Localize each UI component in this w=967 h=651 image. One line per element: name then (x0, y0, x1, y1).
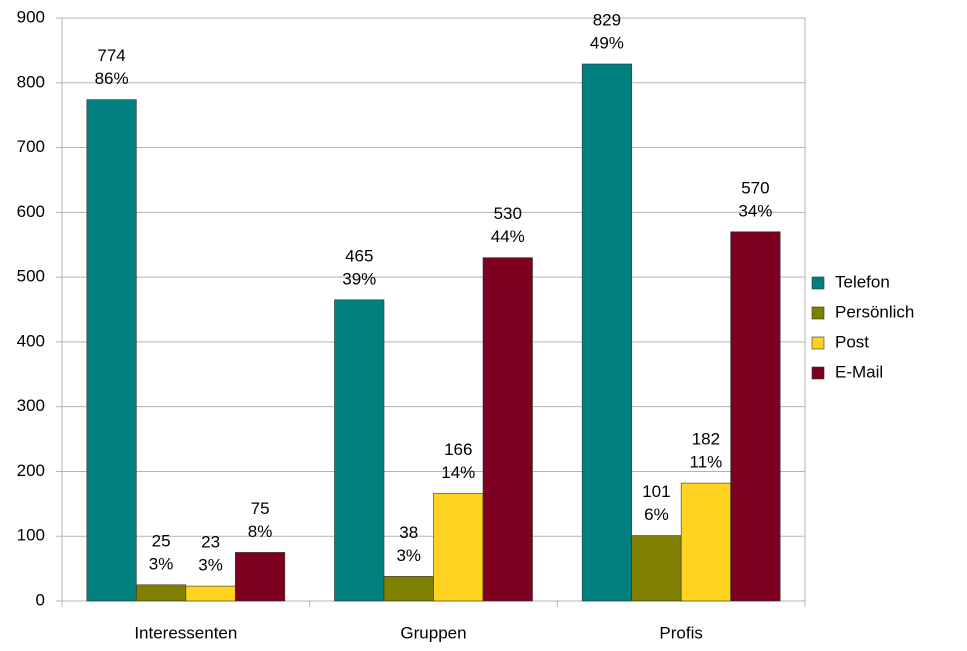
value-label: 166 (444, 440, 472, 459)
legend-label: Post (835, 332, 869, 351)
bar (433, 493, 484, 602)
value-label: 75 (251, 499, 270, 518)
value-label: 25 (152, 531, 171, 550)
bar (334, 299, 385, 602)
share-label: 34% (738, 201, 772, 220)
x-tick-label: Gruppen (400, 623, 466, 642)
value-label: 829 (593, 10, 621, 29)
share-label: 86% (95, 69, 129, 88)
y-tick-label: 500 (17, 267, 45, 286)
bar (680, 482, 731, 602)
share-label: 8% (248, 522, 273, 541)
y-tick-label: 800 (17, 72, 45, 91)
bar (482, 257, 533, 602)
bar (581, 63, 632, 602)
share-label: 3% (396, 546, 421, 565)
value-label: 465 (345, 246, 373, 265)
bar (185, 585, 236, 602)
bar (383, 576, 434, 602)
legend-label: Telefon (835, 272, 890, 291)
value-label: 530 (494, 204, 522, 223)
y-tick-label: 100 (17, 526, 45, 545)
y-tick-label: 300 (17, 396, 45, 415)
legend-label: E-Mail (835, 362, 883, 381)
share-label: 3% (149, 554, 174, 573)
y-tick-label: 900 (17, 7, 45, 26)
value-label: 182 (692, 430, 720, 449)
bar (86, 99, 137, 602)
legend-swatch (811, 366, 825, 380)
y-tick-label: 400 (17, 331, 45, 350)
bar (136, 584, 187, 602)
bar (235, 552, 286, 602)
y-tick-label: 200 (17, 461, 45, 480)
share-label: 11% (690, 453, 723, 472)
y-tick-label: 700 (17, 137, 45, 156)
legend-label: Persönlich (835, 302, 914, 321)
legend-swatch (811, 336, 825, 350)
x-tick-label: Interessenten (134, 623, 237, 642)
share-label: 3% (198, 556, 223, 575)
share-label: 14% (441, 463, 475, 482)
share-label: 6% (644, 505, 669, 524)
y-tick-label: 0 (36, 590, 45, 609)
share-label: 49% (590, 33, 624, 52)
x-tick-label: Profis (659, 623, 702, 642)
value-label: 101 (642, 482, 670, 501)
share-label: 44% (491, 227, 525, 246)
value-label: 570 (741, 178, 769, 197)
value-label: 23 (201, 533, 220, 552)
bar (730, 231, 781, 602)
value-label: 38 (399, 523, 418, 542)
bar (631, 535, 682, 602)
share-label: 39% (342, 269, 376, 288)
legend-swatch (811, 306, 825, 320)
y-tick-label: 600 (17, 202, 45, 221)
value-label: 774 (97, 46, 125, 65)
legend-swatch (811, 276, 825, 290)
